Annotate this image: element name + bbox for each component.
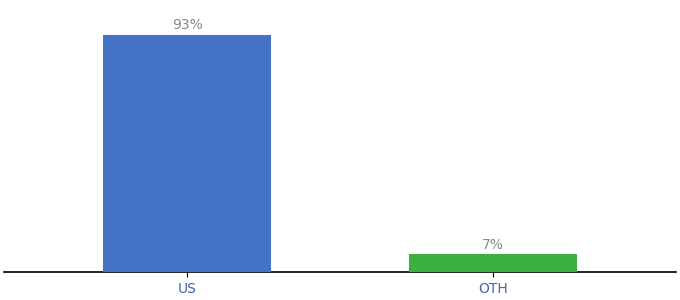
Text: 7%: 7% [481,238,504,252]
Bar [409,254,577,272]
Text: 93%: 93% [172,18,203,32]
Bar [103,35,271,272]
